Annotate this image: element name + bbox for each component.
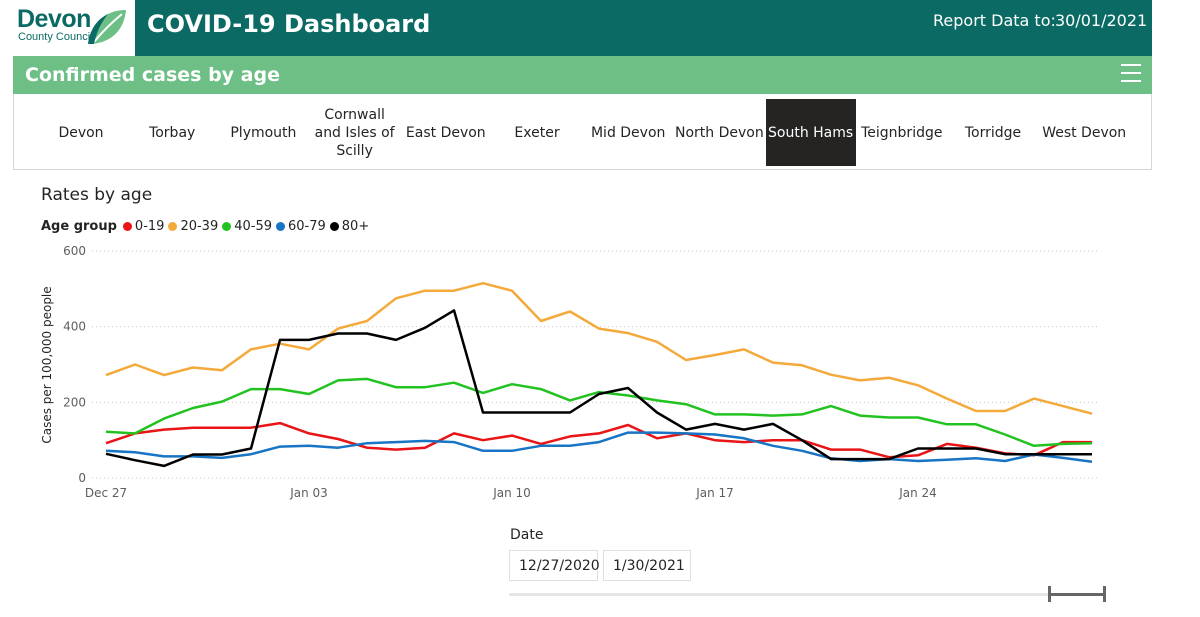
legend-label: 0-19 bbox=[134, 219, 165, 234]
leaf-logo-icon bbox=[88, 10, 126, 44]
report-data-label: Report Data to: bbox=[933, 11, 1056, 30]
dashboard-title: COVID-19 Dashboard bbox=[147, 10, 431, 38]
section-header: Confirmed cases by age bbox=[13, 56, 1152, 94]
area-tab-cornwall-and-isles-of-scilly[interactable]: Cornwall and Isles of Scilly bbox=[314, 106, 395, 159]
logo-name: Devon bbox=[17, 5, 91, 33]
x-tick-label: Jan 10 bbox=[492, 486, 531, 500]
legend-dot-icon bbox=[122, 222, 132, 231]
y-tick-label: 400 bbox=[63, 320, 86, 334]
x-tick-label: Dec 27 bbox=[85, 486, 127, 500]
area-tab-exeter[interactable]: Exeter bbox=[514, 124, 560, 141]
legend-item[interactable]: 0-19 bbox=[122, 219, 165, 234]
legend-title: Age group bbox=[41, 219, 117, 234]
header-bar: Devon County Council COVID-19 Dashboard … bbox=[0, 0, 1152, 56]
y-tick-label: 200 bbox=[63, 395, 86, 409]
slider-start-handle[interactable] bbox=[1048, 586, 1051, 602]
series-line-80plus bbox=[105, 309, 1092, 468]
date-range-fill bbox=[1050, 593, 1106, 596]
area-tab-devon[interactable]: Devon bbox=[58, 124, 104, 141]
chart-legend: Age group 0-19 20-39 40-59 60-79 80+ bbox=[41, 219, 373, 234]
y-axis-label: Cases per 100,000 people bbox=[40, 286, 54, 443]
legend-label: 80+ bbox=[341, 219, 370, 234]
series-line-40-59 bbox=[105, 377, 1093, 448]
area-tab-torbay[interactable]: Torbay bbox=[149, 124, 196, 141]
legend-dot-icon bbox=[168, 222, 178, 231]
x-tick-label: Jan 03 bbox=[289, 486, 328, 500]
area-tab-south-hams[interactable]: South Hams bbox=[765, 99, 856, 166]
series-line-60-79 bbox=[105, 431, 1093, 463]
area-tab-north-devon[interactable]: North Devon bbox=[675, 124, 764, 141]
date-slicer-title: Date bbox=[510, 527, 544, 543]
area-tab-plymouth[interactable]: Plymouth bbox=[230, 124, 297, 141]
legend-item[interactable]: 40-59 bbox=[222, 219, 272, 234]
logo-subtitle: County Council bbox=[18, 31, 93, 43]
report-date: 30/01/2021 bbox=[1055, 11, 1148, 30]
end-date-input[interactable]: 1/30/2021 bbox=[603, 550, 691, 581]
legend-dot-icon bbox=[276, 222, 285, 231]
area-selector: Devon Torbay Plymouth Cornwall and Isles of… bbox=[13, 94, 1152, 170]
legend-dot-icon bbox=[329, 222, 339, 231]
date-range-slider[interactable] bbox=[509, 593, 1106, 596]
legend-label: 20-39 bbox=[180, 219, 219, 234]
x-tick-label: Jan 24 bbox=[898, 486, 937, 500]
series-line-20-39 bbox=[105, 281, 1093, 415]
chart-title: Rates by age bbox=[41, 185, 153, 205]
legend-dot-icon bbox=[222, 222, 232, 231]
legend-item[interactable]: 60-79 bbox=[276, 219, 326, 234]
legend-item[interactable]: 80+ bbox=[329, 219, 370, 234]
menu-icon[interactable] bbox=[1121, 64, 1141, 86]
area-tab-torridge[interactable]: Torridge bbox=[964, 124, 1022, 141]
slider-end-handle[interactable] bbox=[1103, 586, 1106, 602]
y-tick-label: 0 bbox=[78, 471, 86, 485]
line-chart: 0 200 400 600 Cases per 100,000 people Dec 27… bbox=[40, 244, 1100, 500]
start-date-input[interactable]: 12/27/2020 bbox=[509, 550, 600, 581]
series-line-0-19 bbox=[105, 421, 1092, 459]
section-title: Confirmed cases by age bbox=[25, 64, 280, 86]
legend-label: 40-59 bbox=[234, 219, 272, 234]
legend-item[interactable]: 20-39 bbox=[168, 219, 218, 234]
area-tab-mid-devon[interactable]: Mid Devon bbox=[590, 124, 666, 141]
legend-label: 60-79 bbox=[288, 219, 326, 234]
area-tab-teignbridge[interactable]: Teignbridge bbox=[861, 124, 943, 141]
y-tick-label: 600 bbox=[63, 244, 86, 258]
area-tab-west-devon[interactable]: West Devon bbox=[1042, 124, 1127, 141]
logo: Devon County Council bbox=[0, 0, 135, 56]
area-tab-east-devon[interactable]: East Devon bbox=[405, 124, 486, 141]
x-tick-label: Jan 17 bbox=[695, 486, 734, 500]
